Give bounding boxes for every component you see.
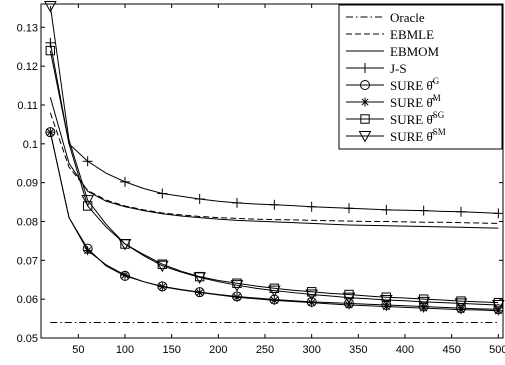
data-point — [344, 203, 354, 214]
series-1 — [49, 112, 499, 224]
y-tick-label: 0.08 — [17, 216, 38, 228]
y-tick-label: 0.12 — [17, 61, 38, 73]
x-tick-label: 300 — [302, 344, 320, 356]
legend-label: EBMLE — [390, 27, 434, 42]
data-point — [157, 188, 168, 199]
x-tick-label: 50 — [72, 344, 84, 356]
data-point — [43, 0, 57, 13]
series-5 — [45, 127, 503, 316]
data-point — [381, 204, 392, 215]
data-point — [232, 197, 242, 208]
legend-label: SURE θ̂G — [390, 76, 440, 93]
data-point — [344, 300, 354, 310]
data-point — [157, 282, 167, 292]
legend-item-7: SURE θ̂SM — [346, 127, 446, 144]
x-tick-label: 350 — [349, 344, 367, 356]
legend-label: SURE θ̂SM — [390, 127, 446, 144]
data-point — [83, 246, 93, 256]
data-point — [454, 298, 468, 310]
data-point — [342, 292, 356, 305]
data-point — [305, 289, 319, 302]
data-point — [493, 208, 504, 219]
legend-marker — [358, 131, 372, 143]
series-line-4 — [49, 132, 499, 310]
data-point — [118, 239, 132, 251]
data-point — [193, 272, 207, 284]
data-point — [267, 285, 281, 298]
legend-item-1: EBMLE — [346, 27, 434, 42]
legend-item-4: SURE θ̂G — [346, 76, 440, 93]
data-point — [379, 294, 393, 307]
x-tick-label: 250 — [256, 344, 274, 356]
y-tick-label: 0.06 — [17, 294, 38, 306]
data-point — [230, 280, 244, 292]
axis-ticks: 50 100 150 200 250 300 350 400 450 500 0.05 0.06 0.0… — [17, 4, 505, 356]
legend-marker — [360, 97, 370, 107]
data-point — [82, 156, 93, 167]
legend-box — [338, 4, 503, 150]
data-point — [418, 205, 429, 216]
data-point — [456, 206, 466, 217]
legend-item-3: J-S — [346, 61, 407, 76]
series-line-2 — [49, 97, 499, 229]
series-3 — [45, 37, 504, 219]
x-tick-label: 150 — [162, 344, 180, 356]
x-tick-label: 400 — [396, 344, 414, 356]
data-point — [306, 201, 317, 212]
legend-marker — [360, 80, 370, 90]
legend-label: J-S — [390, 61, 407, 76]
legend-item-0: Oracle — [346, 10, 425, 25]
x-tick-label: 100 — [116, 344, 134, 356]
data-point — [45, 45, 56, 56]
data-point — [120, 270, 130, 280]
data-point — [417, 296, 431, 309]
data-point — [381, 302, 391, 312]
y-tick-label: 0.07 — [17, 255, 38, 267]
legend-label: Oracle — [390, 10, 425, 25]
y-tick-label: 0.13 — [17, 22, 38, 34]
series-group — [43, 0, 505, 323]
series-line-7 — [49, 5, 499, 306]
legend-label: EBMOM — [390, 44, 440, 59]
data-point — [232, 292, 242, 302]
y-tick-label: 0.05 — [17, 333, 38, 345]
series-2 — [49, 97, 499, 229]
x-tick-label: 500 — [489, 344, 505, 356]
x-tick-label: 450 — [442, 344, 460, 356]
data-point — [491, 299, 505, 312]
data-point — [81, 195, 95, 207]
legend-item-6: SURE θ̂SG — [346, 110, 445, 127]
series-line-1 — [49, 112, 499, 224]
data-point — [120, 176, 130, 187]
y-tick-label: 0.1 — [23, 139, 38, 151]
data-point — [155, 260, 169, 273]
series-7 — [43, 0, 505, 312]
y-tick-label: 0.09 — [17, 178, 38, 190]
legend-marker — [360, 114, 370, 124]
data-point — [194, 193, 205, 204]
legend-item-5: SURE θ̂M — [346, 93, 441, 110]
data-point — [269, 295, 279, 305]
legend-item-2: EBMOM — [346, 44, 440, 59]
legend-marker — [360, 63, 370, 73]
legend-label: SURE θ̂M — [390, 93, 441, 110]
x-tick-label: 200 — [209, 344, 227, 356]
y-tick-label: 0.11 — [17, 100, 38, 112]
data-point — [45, 127, 55, 137]
plot-frame — [40, 3, 504, 339]
data-point — [269, 199, 280, 210]
data-point — [195, 288, 205, 298]
legend-label: SURE θ̂SG — [390, 110, 445, 127]
